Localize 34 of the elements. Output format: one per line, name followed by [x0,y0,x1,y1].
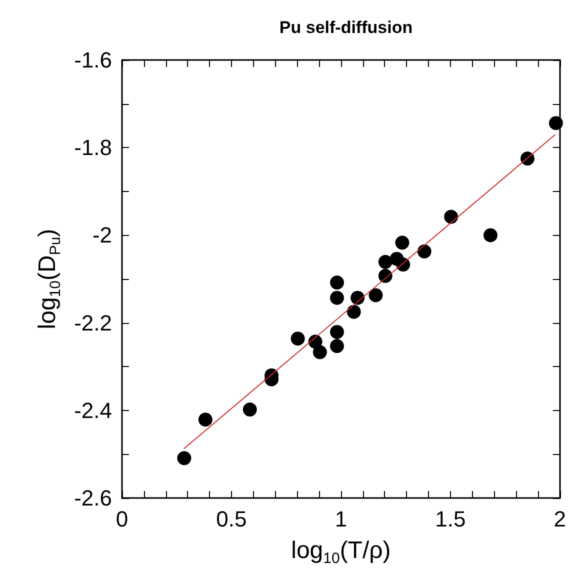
point [177,451,192,466]
point [520,152,534,166]
point [330,339,344,354]
y-tick-label: -2.4 [74,398,112,423]
y-tick-label: -2 [92,222,112,248]
x-tick-label: 2 [554,506,566,532]
point [378,254,392,269]
x-tick-label: 0 [116,506,128,532]
y-tick-label: -1.8 [74,135,112,160]
point [290,332,305,346]
point [330,276,344,290]
point [548,116,563,130]
point [417,244,432,258]
y-tick-label: -2.6 [74,486,112,510]
point [378,268,392,283]
point [312,345,327,360]
point [330,290,344,305]
y-tick-label: -2.2 [74,310,112,336]
point [368,288,383,302]
point [350,290,365,305]
y-axis-title: log10(DPu) [34,228,64,330]
point [483,228,498,242]
point [444,210,458,224]
chart-title: Pu self-diffusion [279,18,413,37]
point [396,258,410,272]
point [395,236,410,250]
y-tick-label: -1.6 [74,48,112,72]
point [346,304,361,319]
x-tick-label: 0.5 [216,506,247,532]
x-tick-label: 1.5 [435,506,466,532]
x-tick-label: 1 [334,506,348,532]
point [198,412,212,427]
point [330,325,344,339]
point [242,402,257,417]
